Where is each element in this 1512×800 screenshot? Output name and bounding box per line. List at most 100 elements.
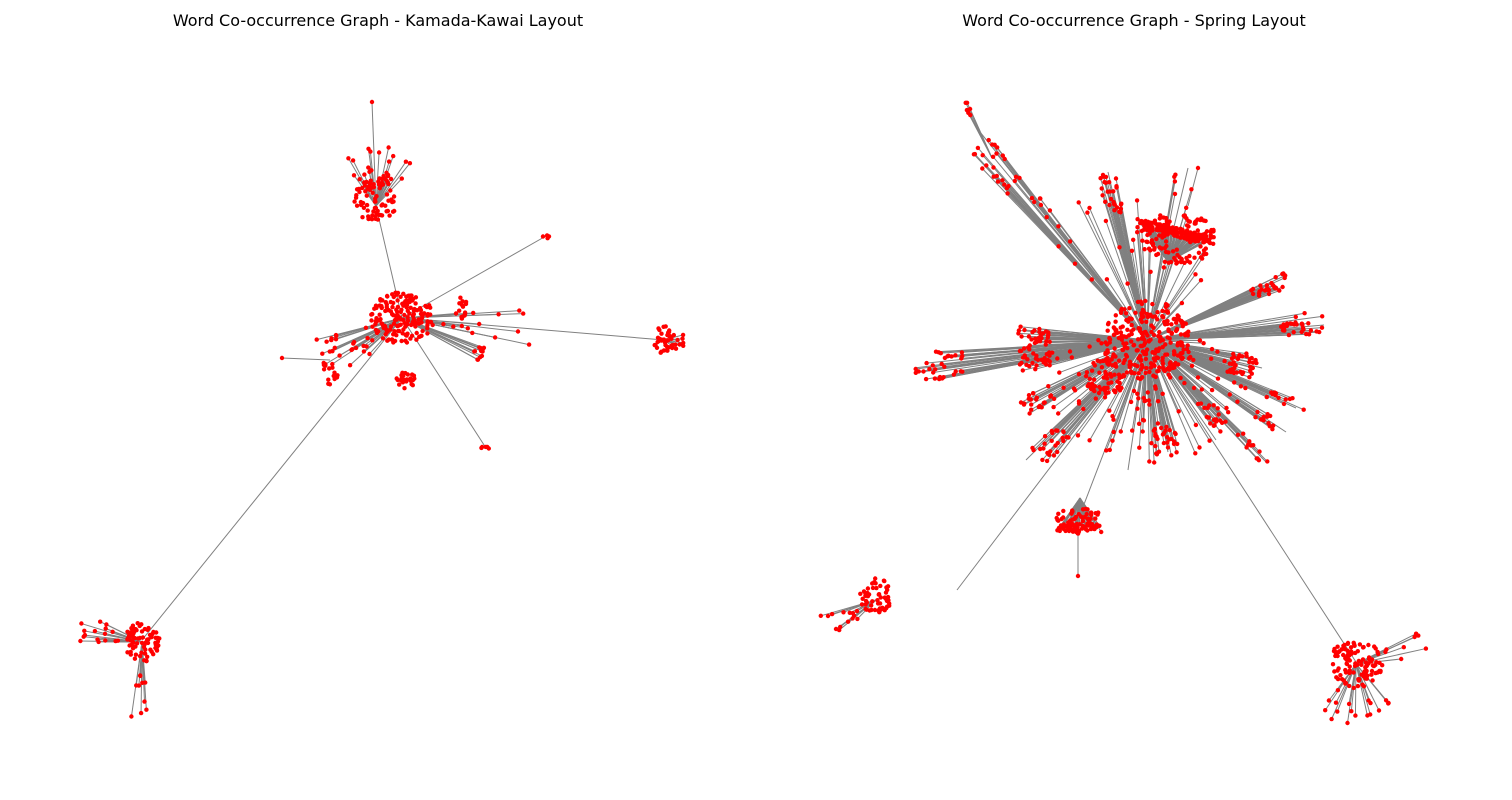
graph-node bbox=[1264, 394, 1269, 400]
graph-node bbox=[540, 234, 546, 239]
graph-node bbox=[1215, 349, 1220, 354]
graph-node bbox=[134, 683, 139, 688]
graph-node bbox=[1351, 640, 1356, 645]
graph-node bbox=[1157, 233, 1162, 238]
graph-node bbox=[1335, 668, 1340, 673]
graph-node bbox=[137, 635, 143, 641]
graph-node bbox=[384, 293, 390, 299]
graph-node bbox=[391, 153, 396, 159]
graph-node bbox=[667, 328, 672, 333]
graph-node bbox=[370, 338, 375, 343]
graph-node bbox=[368, 181, 373, 186]
graph-node bbox=[1203, 246, 1208, 251]
graph-node bbox=[1172, 179, 1178, 184]
graph-node bbox=[1383, 698, 1389, 703]
graph-node bbox=[1129, 322, 1134, 328]
graph-node bbox=[347, 363, 353, 368]
graph-node bbox=[1031, 351, 1036, 356]
graph-node bbox=[854, 608, 860, 614]
graph-edge bbox=[335, 317, 403, 336]
graph-node bbox=[1056, 411, 1061, 416]
graph-node bbox=[128, 652, 133, 657]
graph-node bbox=[1061, 385, 1066, 390]
graph-node bbox=[1163, 304, 1169, 310]
graph-node bbox=[126, 630, 131, 635]
graph-node bbox=[1342, 646, 1348, 652]
graph-node bbox=[659, 331, 664, 336]
graph-node bbox=[1347, 683, 1352, 689]
graph-node bbox=[975, 145, 981, 151]
graph-node bbox=[1104, 448, 1109, 453]
graph-node bbox=[401, 327, 406, 332]
node-layer bbox=[78, 99, 686, 719]
graph-node bbox=[96, 639, 101, 645]
graph-node bbox=[361, 205, 367, 210]
graph-node bbox=[1178, 332, 1184, 337]
graph-node bbox=[1195, 228, 1200, 233]
graph-edge bbox=[1146, 267, 1165, 341]
graph-node bbox=[1135, 406, 1140, 411]
graph-node bbox=[1224, 405, 1229, 411]
graph-node bbox=[1081, 406, 1086, 412]
graph-node bbox=[1106, 362, 1111, 367]
graph-node bbox=[1114, 184, 1119, 189]
graph-node bbox=[1253, 415, 1258, 420]
graph-node bbox=[1191, 385, 1197, 391]
graph-node bbox=[365, 335, 370, 341]
graph-node bbox=[1093, 516, 1098, 521]
graph-node bbox=[1264, 283, 1270, 288]
graph-node bbox=[333, 337, 339, 342]
graph-node bbox=[1161, 215, 1166, 220]
graph-node bbox=[333, 332, 339, 338]
graph-node bbox=[1076, 200, 1081, 205]
graph-node bbox=[1254, 360, 1259, 366]
graph-node bbox=[351, 339, 357, 345]
graph-node bbox=[933, 349, 939, 354]
graph-node bbox=[395, 298, 400, 303]
graph-node bbox=[1085, 528, 1090, 533]
graph-node bbox=[1043, 342, 1048, 347]
graph-node bbox=[391, 300, 396, 306]
graph-node bbox=[1160, 235, 1165, 240]
graph-node bbox=[1139, 313, 1145, 318]
graph-node bbox=[1323, 708, 1328, 713]
graph-node bbox=[334, 375, 340, 380]
graph-node bbox=[1196, 250, 1202, 255]
graph-node bbox=[414, 330, 419, 336]
graph-node bbox=[1154, 451, 1159, 456]
graph-node bbox=[376, 179, 381, 184]
graph-node bbox=[883, 590, 889, 595]
graph-node bbox=[1180, 350, 1185, 356]
graph-node bbox=[1423, 646, 1429, 651]
graph-node bbox=[1037, 326, 1042, 332]
graph-node bbox=[655, 339, 660, 345]
graph-node bbox=[373, 303, 379, 308]
graph-node bbox=[1193, 451, 1198, 456]
graph-node bbox=[1343, 667, 1348, 673]
graph-node bbox=[1165, 310, 1171, 315]
graph-node bbox=[1072, 516, 1077, 522]
spring-layout-title: Word Co-occurrence Graph - Spring Layout bbox=[962, 11, 1306, 30]
graph-node bbox=[1153, 374, 1158, 380]
graph-node bbox=[667, 334, 673, 339]
graph-node bbox=[1204, 229, 1210, 234]
graph-node bbox=[1109, 357, 1114, 362]
graph-node bbox=[1048, 449, 1053, 454]
graph-node bbox=[1197, 445, 1202, 450]
graph-node bbox=[1017, 175, 1022, 181]
graph-edge bbox=[1090, 339, 1148, 387]
graph-node bbox=[361, 343, 366, 349]
graph-node bbox=[829, 611, 835, 617]
graph-node bbox=[1018, 348, 1024, 354]
graph-node bbox=[1026, 334, 1032, 339]
graph-node bbox=[1101, 174, 1106, 179]
graph-node bbox=[1034, 363, 1039, 368]
graph-node bbox=[924, 360, 929, 366]
graph-node bbox=[1148, 248, 1153, 253]
graph-node bbox=[1152, 247, 1157, 252]
graph-node bbox=[1166, 372, 1171, 377]
graph-node bbox=[1155, 369, 1160, 374]
graph-edge bbox=[1020, 339, 1148, 403]
graph-node bbox=[428, 319, 434, 325]
graph-node bbox=[1175, 441, 1180, 447]
